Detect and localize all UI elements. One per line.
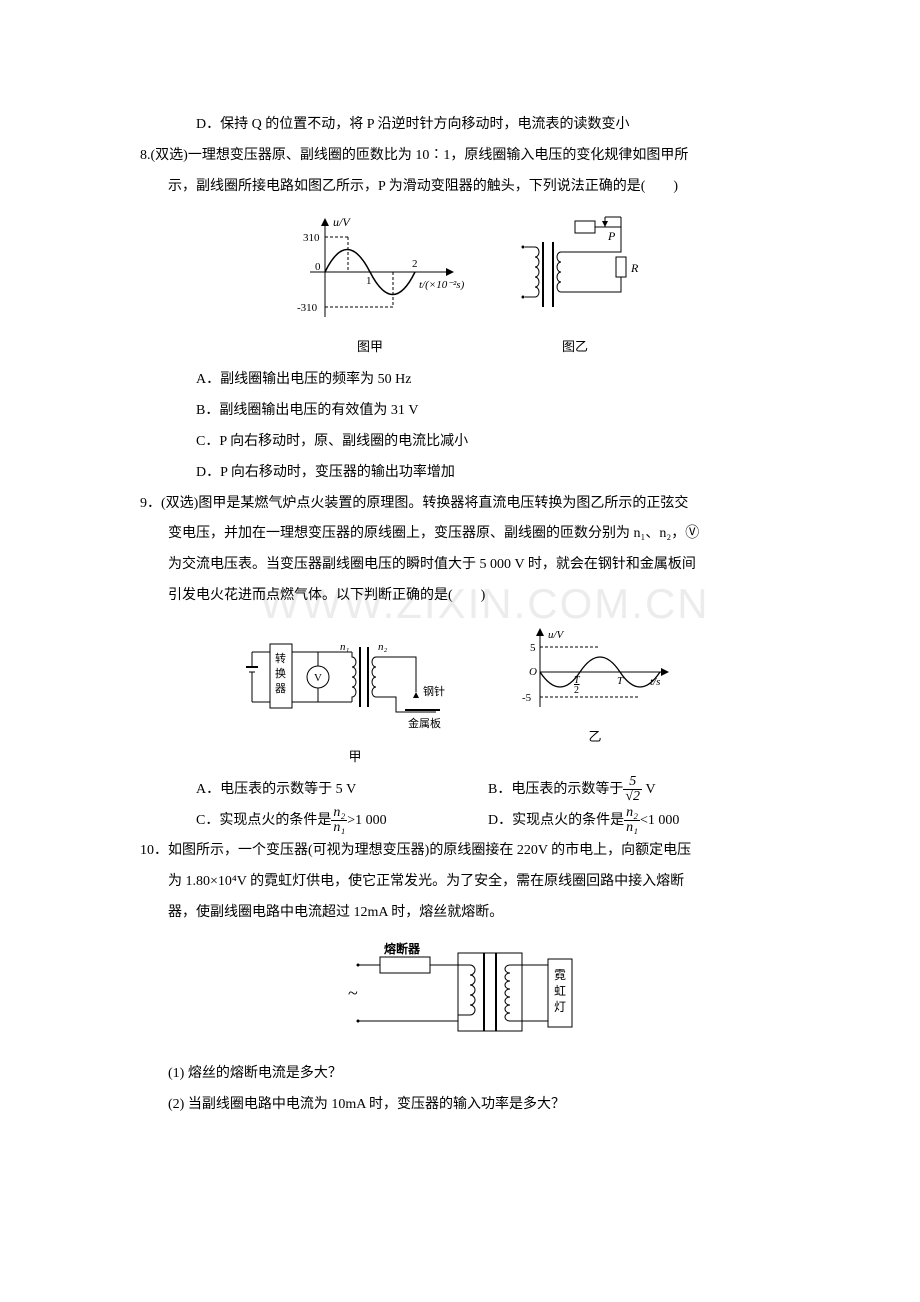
q9-converter-label: 转 <box>275 651 286 665</box>
q8-stem-line1: 8.(双选)一理想变压器原、副线圈的匝数比为 10∶1，原线圈输入电压的变化规律… <box>140 141 780 172</box>
q9-stem-line3: 为交流电压表。当变压器副线圈电压的瞬时值大于 5 000 V 时，就会在钢针和金… <box>140 550 780 581</box>
q10-stem-line1: 10．如图所示，一个变压器(可视为理想变压器)的原线圈接在 220V 的市电上，… <box>140 836 780 867</box>
q10-neon-label-1: 霓 <box>554 968 566 982</box>
q8-caption-a: 图甲 <box>275 336 465 355</box>
q9-options-row1: A．电压表的示数等于 5 V B．电压表的示数等于5√2 V <box>140 775 780 806</box>
q8-option-b: B．副线圈输出电压的有效值为 31 V <box>140 396 780 427</box>
q8-ytick-neg310: -310 <box>297 302 318 314</box>
q8-option-a: A．副线圈输出电压的频率为 50 Hz <box>140 365 780 396</box>
q9-figure-row: 转 换 器 V n₁ n₂ <box>140 622 780 765</box>
q8-option-c: C．P 向右移动时，原、副线圈的电流比减小 <box>140 427 780 458</box>
q9-ytick-neg5: -5 <box>522 692 532 704</box>
q9-ytick-5: 5 <box>530 642 536 654</box>
svg-text:器: 器 <box>275 682 286 695</box>
q7-option-d: D．保持 Q 的位置不动，将 P 沿逆时针方向移动时，电流表的读数变小 <box>140 110 780 141</box>
q8-resistor-label: R <box>630 261 639 275</box>
q9-ytick-O: O <box>529 666 537 678</box>
q8-ytick-310: 310 <box>303 232 320 244</box>
q8-caption-b: 图乙 <box>505 336 645 355</box>
q9-option-b: B．电压表的示数等于5√2 V <box>488 775 780 806</box>
q8-ytick-0: 0 <box>315 261 321 273</box>
q8-figure-row: u/V 310 0 -310 1 2 t/(×10⁻²s) 图甲 <box>140 212 780 355</box>
svg-text:灯: 灯 <box>554 1000 566 1014</box>
q8-xtick-1: 1 <box>366 275 372 287</box>
q9-ylabel: u/V <box>548 629 565 641</box>
q8-xlabel: t/(×10⁻²s) <box>419 279 465 291</box>
q9-needle-label: 钢针 <box>423 684 445 698</box>
q9-options-row2: C．实现点火的条件是n₂n₁>1 000 D．实现点火的条件是n₂n₁<1 00… <box>140 806 780 837</box>
q9-xtick-T: T <box>617 675 624 687</box>
q10-sub1: (1) 熔丝的熔断电流是多大？ <box>140 1059 780 1090</box>
q9-chart-svg: u/V 5 O -5 T 2 T t/s <box>510 622 680 722</box>
q9-plate-label: 金属板 <box>408 716 441 730</box>
q10-stem-line2: 为 1.80×10⁴V 的霓虹灯供电，使它正常发光。为了安全，需在原线圈回路中接… <box>140 867 780 898</box>
q9-option-c: C．实现点火的条件是n₂n₁>1 000 <box>196 806 488 837</box>
q8-ylabel: u/V <box>333 215 351 229</box>
q10-fuse-label: 熔断器 <box>384 941 421 956</box>
q9-stem-line2: 变电压，并加在一理想变压器的原线圈上，变压器原、副线圈的匝数分别为 n₁、n₂，… <box>140 519 780 550</box>
q9-option-a: A．电压表的示数等于 5 V <box>196 775 488 806</box>
q8-stem-line2: 示，副线圈所接电路如图乙所示，P 为滑动变阻器的触头，下列说法正确的是( ) <box>140 172 780 203</box>
q9-n1-label: n₁ <box>340 641 350 653</box>
q8-option-d: D．P 向右移动时，变压器的输出功率增加 <box>140 458 780 489</box>
q8-circuit-svg: P R <box>505 212 645 332</box>
q8-slider-label: P <box>607 229 616 243</box>
q9-xtick-T2-den: 2 <box>574 685 579 696</box>
q10-ac-label: ~ <box>348 983 358 1003</box>
q10-sub2: (2) 当副线圈电路中电流为 10mA 时，变压器的输入功率是多大？ <box>140 1090 780 1121</box>
q9-stem-line1: 9．(双选)图甲是某燃气炉点火装置的原理图。转换器将直流电压转换为图乙所示的正弦… <box>140 489 780 520</box>
q9-xlabel: t/s <box>650 676 660 688</box>
q8-chart-svg: u/V 310 0 -310 1 2 t/(×10⁻²s) <box>275 212 465 332</box>
svg-text:换: 换 <box>275 666 286 680</box>
q10-circuit-svg: 熔断器 ~ 霓 虹 灯 <box>330 939 590 1049</box>
q9-stem-line4: 引发电火花进而点燃气体。以下判断正确的是( ) <box>140 581 780 612</box>
q8-xtick-2: 2 <box>412 258 418 270</box>
q9-n2-label: n₂ <box>378 641 388 653</box>
q9-caption-a: 甲 <box>240 746 470 765</box>
svg-text:虹: 虹 <box>554 984 566 998</box>
q9-caption-b: 乙 <box>510 726 680 745</box>
q9-circuit-svg: 转 换 器 V n₁ n₂ <box>240 622 470 742</box>
q10-figure-row: 熔断器 ~ 霓 虹 灯 <box>140 939 780 1049</box>
q10-stem-line3: 器，使副线圈电路中电流超过 12mA 时，熔丝就熔断。 <box>140 898 780 929</box>
q9-voltmeter-label: V <box>314 672 322 684</box>
q9-option-d: D．实现点火的条件是n₂n₁<1 000 <box>488 806 780 837</box>
